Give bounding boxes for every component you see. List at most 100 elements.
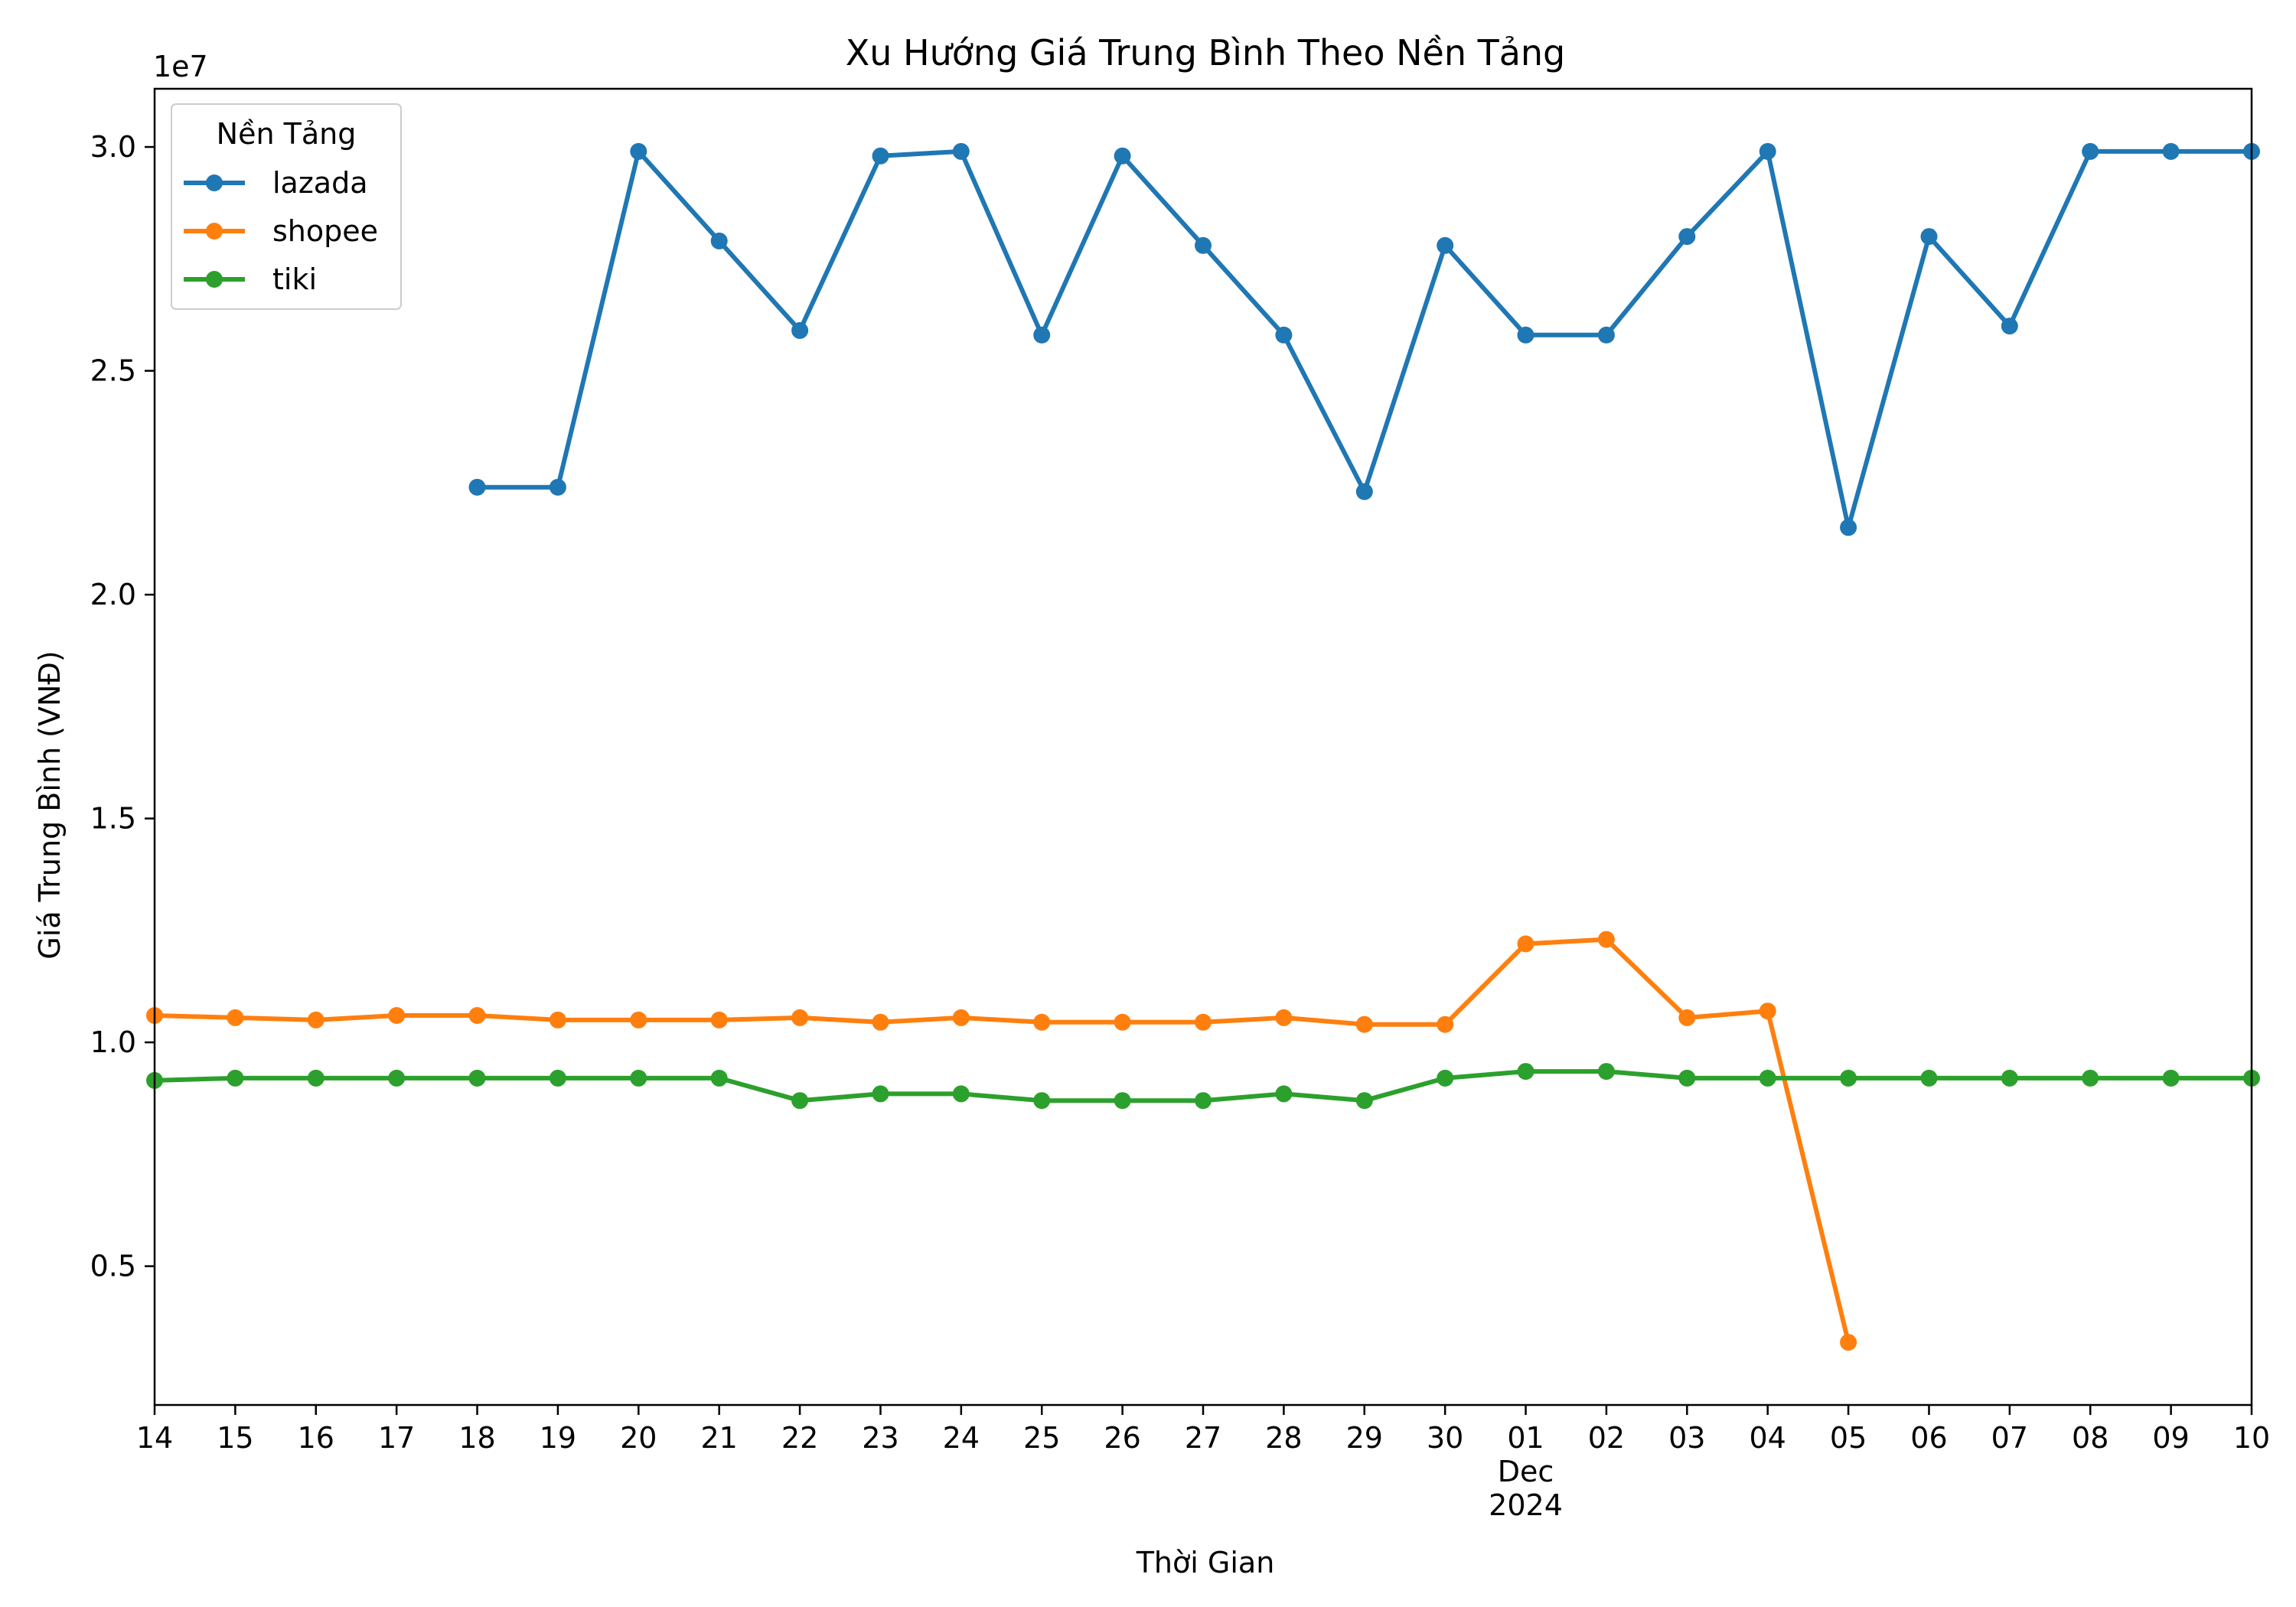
x-axis-label: Thời Gian bbox=[1136, 1546, 1275, 1579]
x-tick-label: 09 bbox=[2152, 1421, 2189, 1455]
data-point-shopee bbox=[1437, 1015, 1454, 1033]
series-lazada bbox=[468, 142, 2260, 536]
data-point-tiki bbox=[227, 1069, 244, 1087]
legend: Nền Tảng lazada shopee tiki bbox=[171, 103, 402, 310]
data-point-tiki bbox=[1033, 1092, 1051, 1110]
data-point-tiki bbox=[1275, 1085, 1293, 1103]
data-point-lazada bbox=[2082, 142, 2099, 160]
legend-label-lazada: lazada bbox=[272, 166, 367, 200]
x-tick-label: 06 bbox=[1910, 1421, 1947, 1455]
data-point-tiki bbox=[2162, 1069, 2180, 1087]
data-point-shopee bbox=[1033, 1013, 1051, 1031]
series-shopee bbox=[146, 931, 1857, 1351]
data-point-lazada bbox=[1840, 519, 1857, 536]
data-point-tiki bbox=[1840, 1069, 1857, 1087]
legend-entry-tiki: tiki bbox=[184, 262, 317, 296]
y-axis: 0.5 1.0 1.5 2.0 2.5 3.0 bbox=[90, 130, 155, 1283]
x-tick-year-label: 2024 bbox=[1489, 1488, 1563, 1522]
data-point-tiki bbox=[549, 1069, 566, 1087]
data-point-lazada bbox=[1517, 326, 1534, 344]
data-point-lazada bbox=[1275, 326, 1293, 344]
legend-box bbox=[171, 103, 402, 310]
x-tick-label: 24 bbox=[943, 1421, 980, 1455]
x-tick-label: 19 bbox=[540, 1421, 576, 1455]
data-point-shopee bbox=[1759, 1002, 1776, 1020]
data-point-tiki bbox=[1195, 1092, 1212, 1110]
x-tick-label: 04 bbox=[1750, 1421, 1786, 1455]
legend-marker-tiki bbox=[206, 271, 223, 288]
data-point-tiki bbox=[1114, 1092, 1131, 1110]
x-tick-label: 18 bbox=[458, 1421, 495, 1455]
data-point-tiki bbox=[710, 1069, 728, 1087]
chart-title: Xu Hướng Giá Trung Bình Theo Nền Tảng bbox=[846, 32, 1565, 73]
legend-entry-lazada: lazada bbox=[184, 166, 367, 200]
x-tick-label: 26 bbox=[1104, 1421, 1140, 1455]
data-point-shopee bbox=[1355, 1015, 1373, 1033]
data-point-lazada bbox=[2162, 142, 2180, 160]
y-tick-label: 2.0 bbox=[90, 578, 136, 611]
data-point-tiki bbox=[1678, 1069, 1696, 1087]
data-point-shopee bbox=[1275, 1009, 1293, 1026]
data-point-shopee bbox=[468, 1007, 486, 1024]
legend-label-tiki: tiki bbox=[272, 262, 317, 296]
data-point-lazada bbox=[1759, 142, 1776, 160]
x-tick-label: 30 bbox=[1427, 1421, 1463, 1455]
data-point-lazada bbox=[952, 142, 970, 160]
data-point-lazada bbox=[1920, 228, 1938, 246]
legend-marker-shopee bbox=[206, 223, 223, 240]
data-point-shopee bbox=[1678, 1009, 1696, 1026]
data-point-lazada bbox=[1033, 326, 1051, 344]
x-tick-label: 03 bbox=[1668, 1421, 1705, 1455]
data-point-shopee bbox=[791, 1009, 809, 1026]
data-point-shopee bbox=[1195, 1013, 1212, 1031]
data-point-tiki bbox=[307, 1069, 325, 1087]
x-tick-label: 08 bbox=[2072, 1421, 2108, 1455]
data-point-tiki bbox=[791, 1092, 809, 1110]
x-tick-label: 01 bbox=[1507, 1421, 1544, 1455]
plot-area bbox=[146, 87, 2260, 1407]
data-point-shopee bbox=[710, 1011, 728, 1028]
data-point-shopee bbox=[1114, 1013, 1131, 1031]
x-tick-label: 21 bbox=[701, 1421, 738, 1455]
data-point-shopee bbox=[549, 1011, 566, 1028]
data-point-shopee bbox=[1840, 1334, 1857, 1351]
series-tiki bbox=[146, 1063, 2260, 1110]
series-line-shopee bbox=[152, 937, 1851, 1345]
data-point-lazada bbox=[630, 142, 647, 160]
data-point-shopee bbox=[872, 1013, 889, 1031]
x-tick-label: 05 bbox=[1830, 1421, 1867, 1455]
data-point-lazada bbox=[1437, 236, 1454, 254]
x-tick-label: 17 bbox=[378, 1421, 415, 1455]
x-axis: 14 15 16 17 18 19 20 21 22 23 24 25 26 27 28 29 30 01 02 03… bbox=[136, 1405, 2270, 1522]
x-tick-label: 28 bbox=[1265, 1421, 1302, 1455]
data-point-lazada bbox=[872, 147, 889, 165]
data-point-tiki bbox=[388, 1069, 406, 1087]
data-point-shopee bbox=[388, 1007, 406, 1024]
data-point-shopee bbox=[1517, 935, 1534, 953]
legend-marker-lazada bbox=[206, 174, 223, 191]
x-tick-label: 25 bbox=[1023, 1421, 1060, 1455]
data-point-shopee bbox=[1597, 931, 1615, 948]
y-tick-label: 3.0 bbox=[90, 130, 136, 164]
data-point-shopee bbox=[952, 1009, 970, 1026]
data-point-tiki bbox=[872, 1085, 889, 1103]
x-tick-label: 27 bbox=[1185, 1421, 1221, 1455]
data-point-shopee bbox=[307, 1011, 325, 1028]
data-point-tiki bbox=[1597, 1063, 1615, 1081]
x-tick-label: 14 bbox=[136, 1421, 173, 1455]
y-tick-label: 1.5 bbox=[90, 802, 136, 836]
legend-label-shopee: shopee bbox=[272, 214, 378, 248]
data-point-lazada bbox=[1114, 147, 1131, 165]
y-tick-label: 0.5 bbox=[90, 1250, 136, 1283]
data-point-lazada bbox=[1195, 236, 1212, 254]
y-tick-label: 2.5 bbox=[90, 354, 136, 388]
data-point-shopee bbox=[630, 1011, 647, 1028]
y-offset-text: 1e7 bbox=[153, 50, 208, 83]
data-point-tiki bbox=[2082, 1069, 2099, 1087]
x-tick-label: 16 bbox=[298, 1421, 334, 1455]
x-tick-label: 20 bbox=[620, 1421, 657, 1455]
data-point-shopee bbox=[227, 1009, 244, 1026]
data-point-tiki bbox=[1517, 1063, 1534, 1081]
x-tick-label: 23 bbox=[862, 1421, 899, 1455]
